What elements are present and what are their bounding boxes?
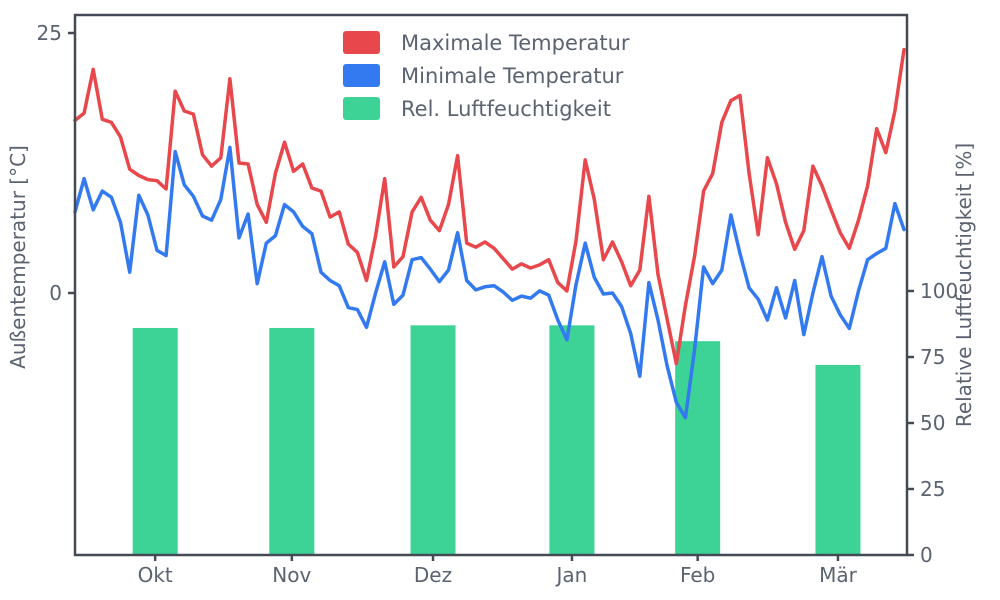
month-tick-label: Dez [414,563,452,587]
left-axis-tick-label: 25 [37,21,62,45]
legend-swatch-0 [343,31,380,54]
humidity-bar-okt [132,327,178,555]
right-axis-tick-label: 0 [920,543,933,567]
month-tick-label: Feb [680,563,715,587]
legend-label-0: Maximale Temperatur [401,31,630,55]
month-tick-label: Mär [819,563,858,587]
right-axis-title: Relative Luftfeuchtigkeit [%] [952,143,976,427]
right-axis-tick-label: 25 [920,477,945,501]
right-axis-tick-label: 75 [920,345,945,369]
humidity-bars [132,325,861,555]
humidity-bar-feb [675,341,721,555]
month-tick-label: Nov [272,563,311,587]
right-axis-tick-label: 100 [920,279,958,303]
month-tick-label: Okt [138,563,173,587]
humidity-bar-mär [815,364,861,555]
humidity-bar-jan [549,325,595,555]
legend: Maximale Temperatur Minimale Temperatur Re… [343,31,630,121]
humidity-bar-dez [410,325,456,555]
legend-label-2: Rel. Luftfeuchtigkeit [401,97,611,121]
right-axis-tick-label: 50 [920,411,945,435]
left-axis-title: Außentemperatur [°C] [6,145,30,369]
legend-label-1: Minimale Temperatur [401,64,624,88]
max-temp-line [73,47,906,366]
left-axis-tick-label: 0 [49,281,62,305]
legend-swatch-1 [343,64,380,87]
humidity-bar-nov [269,327,315,555]
legend-swatch-2 [343,97,380,120]
min-temp-line [73,145,906,420]
month-tick-label: Jan [555,563,588,587]
plot-border [73,13,909,557]
